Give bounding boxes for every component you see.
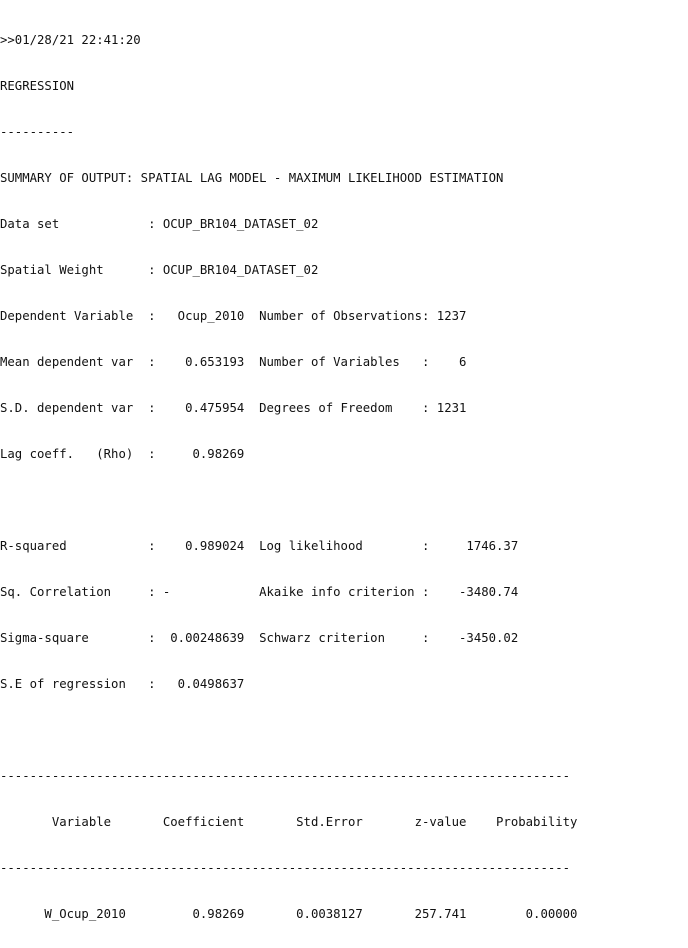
- table-header-rule: ----------------------------------------…: [0, 861, 571, 875]
- mean-dependent-var-line: Mean dependent var : 0.653193 Number of …: [0, 355, 467, 369]
- sigma-square-line: Sigma-square : 0.00248639 Schwarz criter…: [0, 631, 519, 645]
- summary-title-line: SUMMARY OF OUTPUT: SPATIAL LAG MODEL - M…: [0, 171, 504, 185]
- timestamp-prompt-line: >>01/28/21 22:41:20: [0, 33, 141, 47]
- table-header-row: Variable Coefficient Std.Error z-value P…: [0, 815, 578, 829]
- se-regression-line: S.E of regression : 0.0498637: [0, 677, 245, 691]
- blank-line: [0, 721, 688, 739]
- heading-underline: ----------: [0, 125, 75, 139]
- sq-correlation-line: Sq. Correlation : - Akaike info criterio…: [0, 585, 519, 599]
- sd-dependent-var-line: S.D. dependent var : 0.475954 Degrees of…: [0, 401, 467, 415]
- regression-output-text: >>01/28/21 22:41:20 REGRESSION ---------…: [0, 3, 688, 921]
- table-row: W_Ocup_2010 0.98269 0.0038127 257.741 0.…: [0, 907, 578, 921]
- spatial-weight-line: Spatial Weight : OCUP_BR104_DATASET_02: [0, 263, 319, 277]
- data-set-line: Data set : OCUP_BR104_DATASET_02: [0, 217, 319, 231]
- r-squared-line: R-squared : 0.989024 Log likelihood : 17…: [0, 539, 519, 553]
- blank-line: [0, 491, 688, 509]
- dependent-variable-line: Dependent Variable : Ocup_2010 Number of…: [0, 309, 467, 323]
- lag-coeff-line: Lag coeff. (Rho) : 0.98269: [0, 447, 245, 461]
- regression-heading-line: REGRESSION: [0, 79, 75, 93]
- table-top-rule: ----------------------------------------…: [0, 769, 571, 783]
